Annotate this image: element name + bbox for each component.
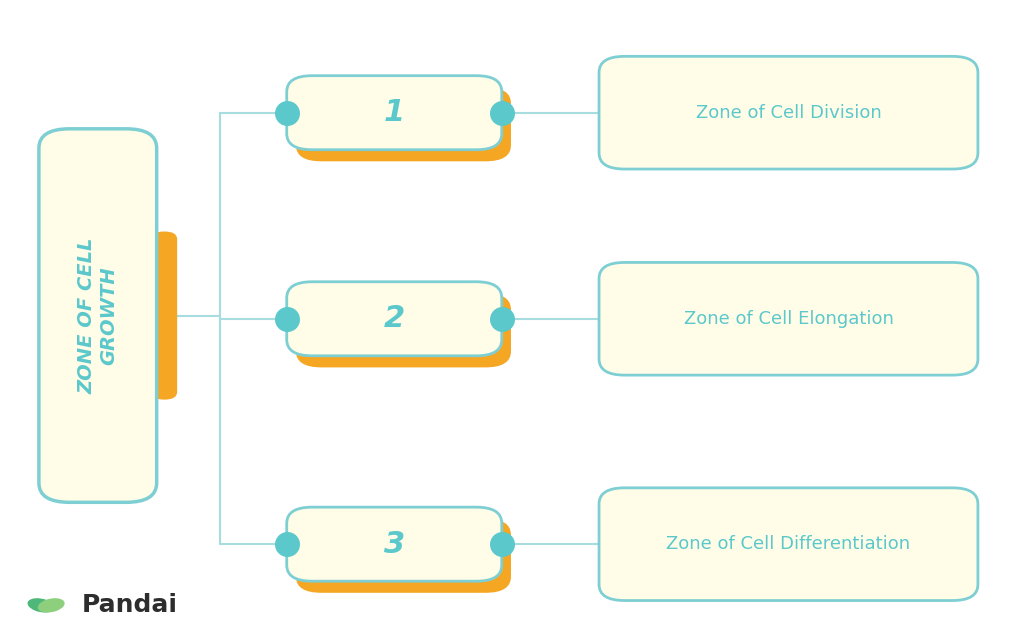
FancyBboxPatch shape (296, 88, 511, 162)
Text: 3: 3 (384, 529, 404, 559)
Text: ZONE OF CELL
GROWTH: ZONE OF CELL GROWTH (77, 238, 119, 393)
FancyBboxPatch shape (39, 129, 157, 502)
FancyBboxPatch shape (287, 507, 502, 581)
FancyBboxPatch shape (599, 263, 978, 375)
Text: Pandai: Pandai (82, 593, 178, 618)
Ellipse shape (28, 598, 54, 612)
Point (279, 539, 295, 549)
Text: 2: 2 (384, 304, 404, 334)
Text: Zone of Cell Differentiation: Zone of Cell Differentiation (667, 535, 910, 553)
Point (279, 108, 295, 118)
FancyBboxPatch shape (599, 57, 978, 169)
Ellipse shape (38, 598, 65, 612)
Text: Zone of Cell Division: Zone of Cell Division (695, 104, 882, 122)
Point (494, 314, 510, 324)
FancyBboxPatch shape (287, 282, 502, 355)
FancyBboxPatch shape (296, 294, 511, 367)
FancyBboxPatch shape (152, 232, 177, 399)
Point (494, 108, 510, 118)
FancyBboxPatch shape (287, 76, 502, 150)
FancyBboxPatch shape (296, 519, 511, 592)
Point (279, 314, 295, 324)
Point (494, 539, 510, 549)
FancyBboxPatch shape (599, 488, 978, 600)
Text: Zone of Cell Elongation: Zone of Cell Elongation (684, 310, 893, 328)
Text: 1: 1 (384, 98, 404, 128)
